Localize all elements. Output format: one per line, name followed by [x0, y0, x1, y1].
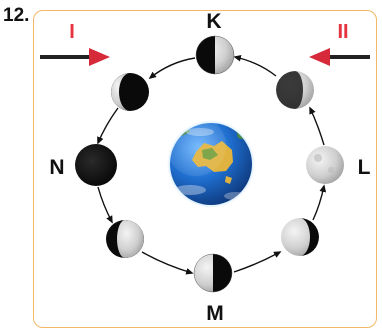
moon-phase-n [75, 144, 117, 186]
moon-phase-m [193, 253, 233, 293]
moon-phase-lower-right [281, 218, 319, 256]
earth [167, 120, 255, 208]
label-k: K [206, 10, 221, 33]
moon-phase-upper-right [276, 71, 314, 109]
moon-phase-lower-left [106, 220, 144, 258]
orbit-arrow-l-to-upper-right [309, 106, 325, 146]
label-l: L [358, 156, 371, 179]
sunlight-arrow-i [40, 48, 110, 66]
orbit-arrow-lower-left-to-m [141, 251, 194, 275]
sunlight-arrow-ii [309, 48, 370, 66]
orbit-arrow-lower-right-to-l [312, 184, 327, 221]
orbit-arrow-k-to-upper-left [148, 57, 196, 80]
arrow-label-i: I [69, 21, 75, 43]
moon-phase-upper-left [111, 73, 149, 111]
figure-frame [33, 10, 377, 328]
orbit-arrow-m-to-lower-right [233, 251, 282, 273]
label-n: N [49, 156, 64, 179]
arrow-label-ii: II [337, 21, 348, 43]
orbit-arrow-upper-left-to-n [97, 107, 119, 145]
orbit-arrow-n-to-lower-left [97, 186, 113, 224]
question-number: 12. [3, 5, 30, 26]
orbit-arrows [97, 54, 327, 275]
moon-phase-k [195, 35, 235, 75]
label-m: M [206, 302, 224, 325]
orbit-arrow-upper-right-to-k [233, 54, 277, 77]
moon-phase-l [306, 146, 344, 184]
